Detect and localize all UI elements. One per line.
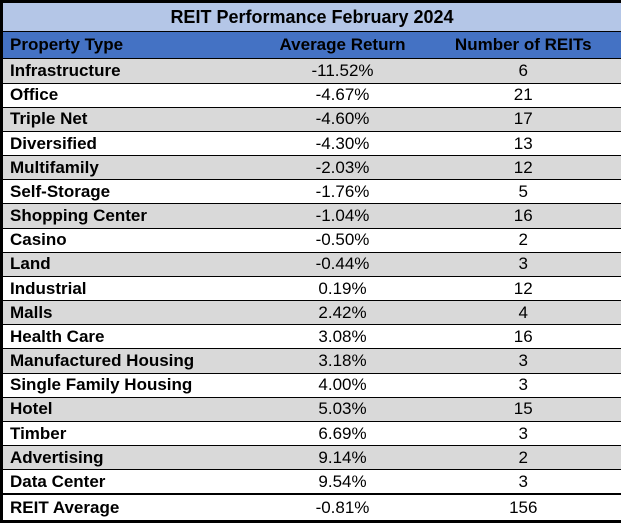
avg-return-cell: -0.44% (259, 252, 426, 277)
property-type-cell: Single Family Housing (1, 373, 260, 398)
property-type-cell: Multifamily (1, 155, 260, 181)
avg-return-cell: -1.76% (259, 179, 426, 205)
avg-return-cell: 5.03% (259, 397, 426, 423)
avg-return-cell: -4.60% (259, 107, 426, 132)
reit-count-cell: 6 (425, 58, 621, 84)
property-type-cell: Timber (1, 421, 260, 447)
reit-count-cell: 13 (425, 131, 621, 157)
table-title: REIT Performance February 2024 (1, 1, 621, 33)
avg-return-cell: -0.50% (259, 228, 426, 253)
table-title-row: REIT Performance February 2024 (1, 1, 621, 33)
column-header-number-of-reits: Number of REITs (425, 31, 621, 60)
reit-count-cell: 21 (425, 83, 621, 108)
table-footer-row: REIT Average -0.81% 156 (1, 492, 621, 522)
avg-return-cell: 0.19% (259, 276, 426, 302)
table-row: Health Care 3.08% 16 (1, 324, 621, 350)
avg-return-cell: -4.30% (259, 131, 426, 157)
property-type-cell: Shopping Center (1, 203, 260, 229)
table-row: Office -4.67% 21 (1, 83, 621, 108)
reit-count-cell: 5 (425, 179, 621, 205)
table-row: Timber 6.69% 3 (1, 421, 621, 447)
reit-count-cell: 3 (425, 373, 621, 398)
table-header-row: Property Type Average Return Number of R… (1, 31, 621, 60)
property-type-cell: Office (1, 83, 260, 108)
property-type-cell: Data Center (1, 469, 260, 495)
reit-count-cell: 17 (425, 107, 621, 132)
reit-count-cell: 3 (425, 421, 621, 447)
reit-count-cell: 12 (425, 155, 621, 181)
avg-return-cell: 2.42% (259, 300, 426, 326)
reit-count-cell: 16 (425, 324, 621, 350)
property-type-cell: Land (1, 252, 260, 277)
avg-return-cell: -2.03% (259, 155, 426, 181)
reit-count-cell: 2 (425, 445, 621, 471)
avg-return-cell: 9.54% (259, 469, 426, 495)
property-type-cell: Health Care (1, 324, 260, 350)
table-row: Self-Storage -1.76% 5 (1, 179, 621, 205)
avg-return-cell: 9.14% (259, 445, 426, 471)
property-type-cell: Hotel (1, 397, 260, 423)
table-row: Single Family Housing 4.00% 3 (1, 373, 621, 398)
table-row: Industrial 0.19% 12 (1, 276, 621, 302)
avg-return-cell: 3.18% (259, 348, 426, 374)
property-type-cell: Casino (1, 228, 260, 253)
table-row: Diversified -4.30% 13 (1, 131, 621, 157)
avg-return-cell: 3.08% (259, 324, 426, 350)
property-type-cell: Advertising (1, 445, 260, 471)
column-header-property-type: Property Type (1, 31, 260, 60)
property-type-cell: Self-Storage (1, 179, 260, 205)
footer-avg-return-cell: -0.81% (259, 492, 426, 522)
table-row: Casino -0.50% 2 (1, 228, 621, 253)
reit-count-cell: 16 (425, 203, 621, 229)
table-row: Multifamily -2.03% 12 (1, 155, 621, 181)
table-row: Manufactured Housing 3.18% 3 (1, 348, 621, 374)
avg-return-cell: -1.04% (259, 203, 426, 229)
column-header-average-return: Average Return (259, 31, 426, 60)
table-row: Triple Net -4.60% 17 (1, 107, 621, 132)
avg-return-cell: -11.52% (259, 58, 426, 84)
property-type-cell: Infrastructure (1, 58, 260, 84)
property-type-cell: Malls (1, 300, 260, 326)
property-type-cell: Diversified (1, 131, 260, 157)
property-type-cell: Industrial (1, 276, 260, 302)
table-row: Shopping Center -1.04% 16 (1, 203, 621, 229)
table-row: Land -0.44% 3 (1, 252, 621, 277)
table-row: Infrastructure -11.52% 6 (1, 58, 621, 84)
avg-return-cell: 4.00% (259, 373, 426, 398)
reit-count-cell: 4 (425, 300, 621, 326)
reit-count-cell: 3 (425, 469, 621, 495)
reit-count-cell: 12 (425, 276, 621, 302)
table-row: Advertising 9.14% 2 (1, 445, 621, 471)
reit-count-cell: 3 (425, 348, 621, 374)
avg-return-cell: -4.67% (259, 83, 426, 108)
property-type-cell: Manufactured Housing (1, 348, 260, 374)
property-type-cell: Triple Net (1, 107, 260, 132)
reit-count-cell: 15 (425, 397, 621, 423)
footer-reit-count-cell: 156 (425, 492, 621, 522)
table-row: Data Center 9.54% 3 (1, 469, 621, 495)
table-row: Malls 2.42% 4 (1, 300, 621, 326)
table-row: Hotel 5.03% 15 (1, 397, 621, 423)
reit-count-cell: 2 (425, 228, 621, 253)
avg-return-cell: 6.69% (259, 421, 426, 447)
reit-count-cell: 3 (425, 252, 621, 277)
footer-label-cell: REIT Average (1, 492, 260, 522)
